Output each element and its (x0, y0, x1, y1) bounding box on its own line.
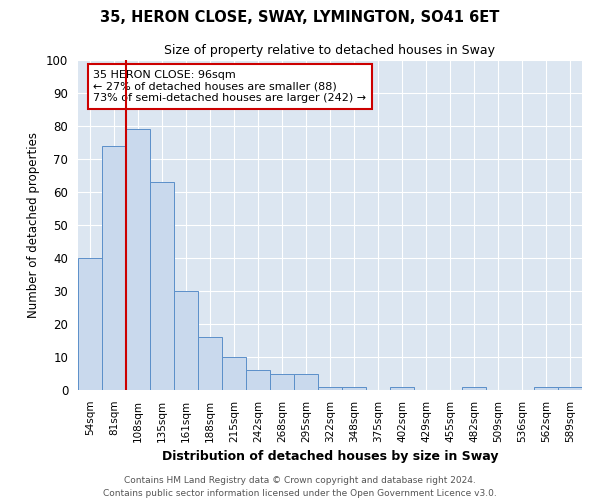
Bar (150, 182, 174, 390)
Bar (318, 386, 342, 390)
Bar (390, 386, 414, 390)
Bar (126, 130, 150, 390)
Bar (78, 258, 102, 390)
Bar (174, 291, 198, 390)
Bar (558, 386, 582, 390)
Bar (222, 357, 246, 390)
Bar (462, 386, 486, 390)
Bar (246, 370, 270, 390)
Bar (342, 386, 366, 390)
Bar (270, 374, 294, 390)
Text: Contains HM Land Registry data © Crown copyright and database right 2024.
Contai: Contains HM Land Registry data © Crown c… (103, 476, 497, 498)
Text: 35 HERON CLOSE: 96sqm
← 27% of detached houses are smaller (88)
73% of semi-deta: 35 HERON CLOSE: 96sqm ← 27% of detached … (93, 70, 366, 103)
Bar (102, 146, 126, 390)
Bar (534, 386, 558, 390)
Bar (198, 337, 222, 390)
Title: Size of property relative to detached houses in Sway: Size of property relative to detached ho… (164, 44, 496, 58)
Bar (294, 374, 318, 390)
Y-axis label: Number of detached properties: Number of detached properties (28, 132, 40, 318)
Text: 35, HERON CLOSE, SWAY, LYMINGTON, SO41 6ET: 35, HERON CLOSE, SWAY, LYMINGTON, SO41 6… (100, 10, 500, 25)
X-axis label: Distribution of detached houses by size in Sway: Distribution of detached houses by size … (162, 450, 498, 463)
